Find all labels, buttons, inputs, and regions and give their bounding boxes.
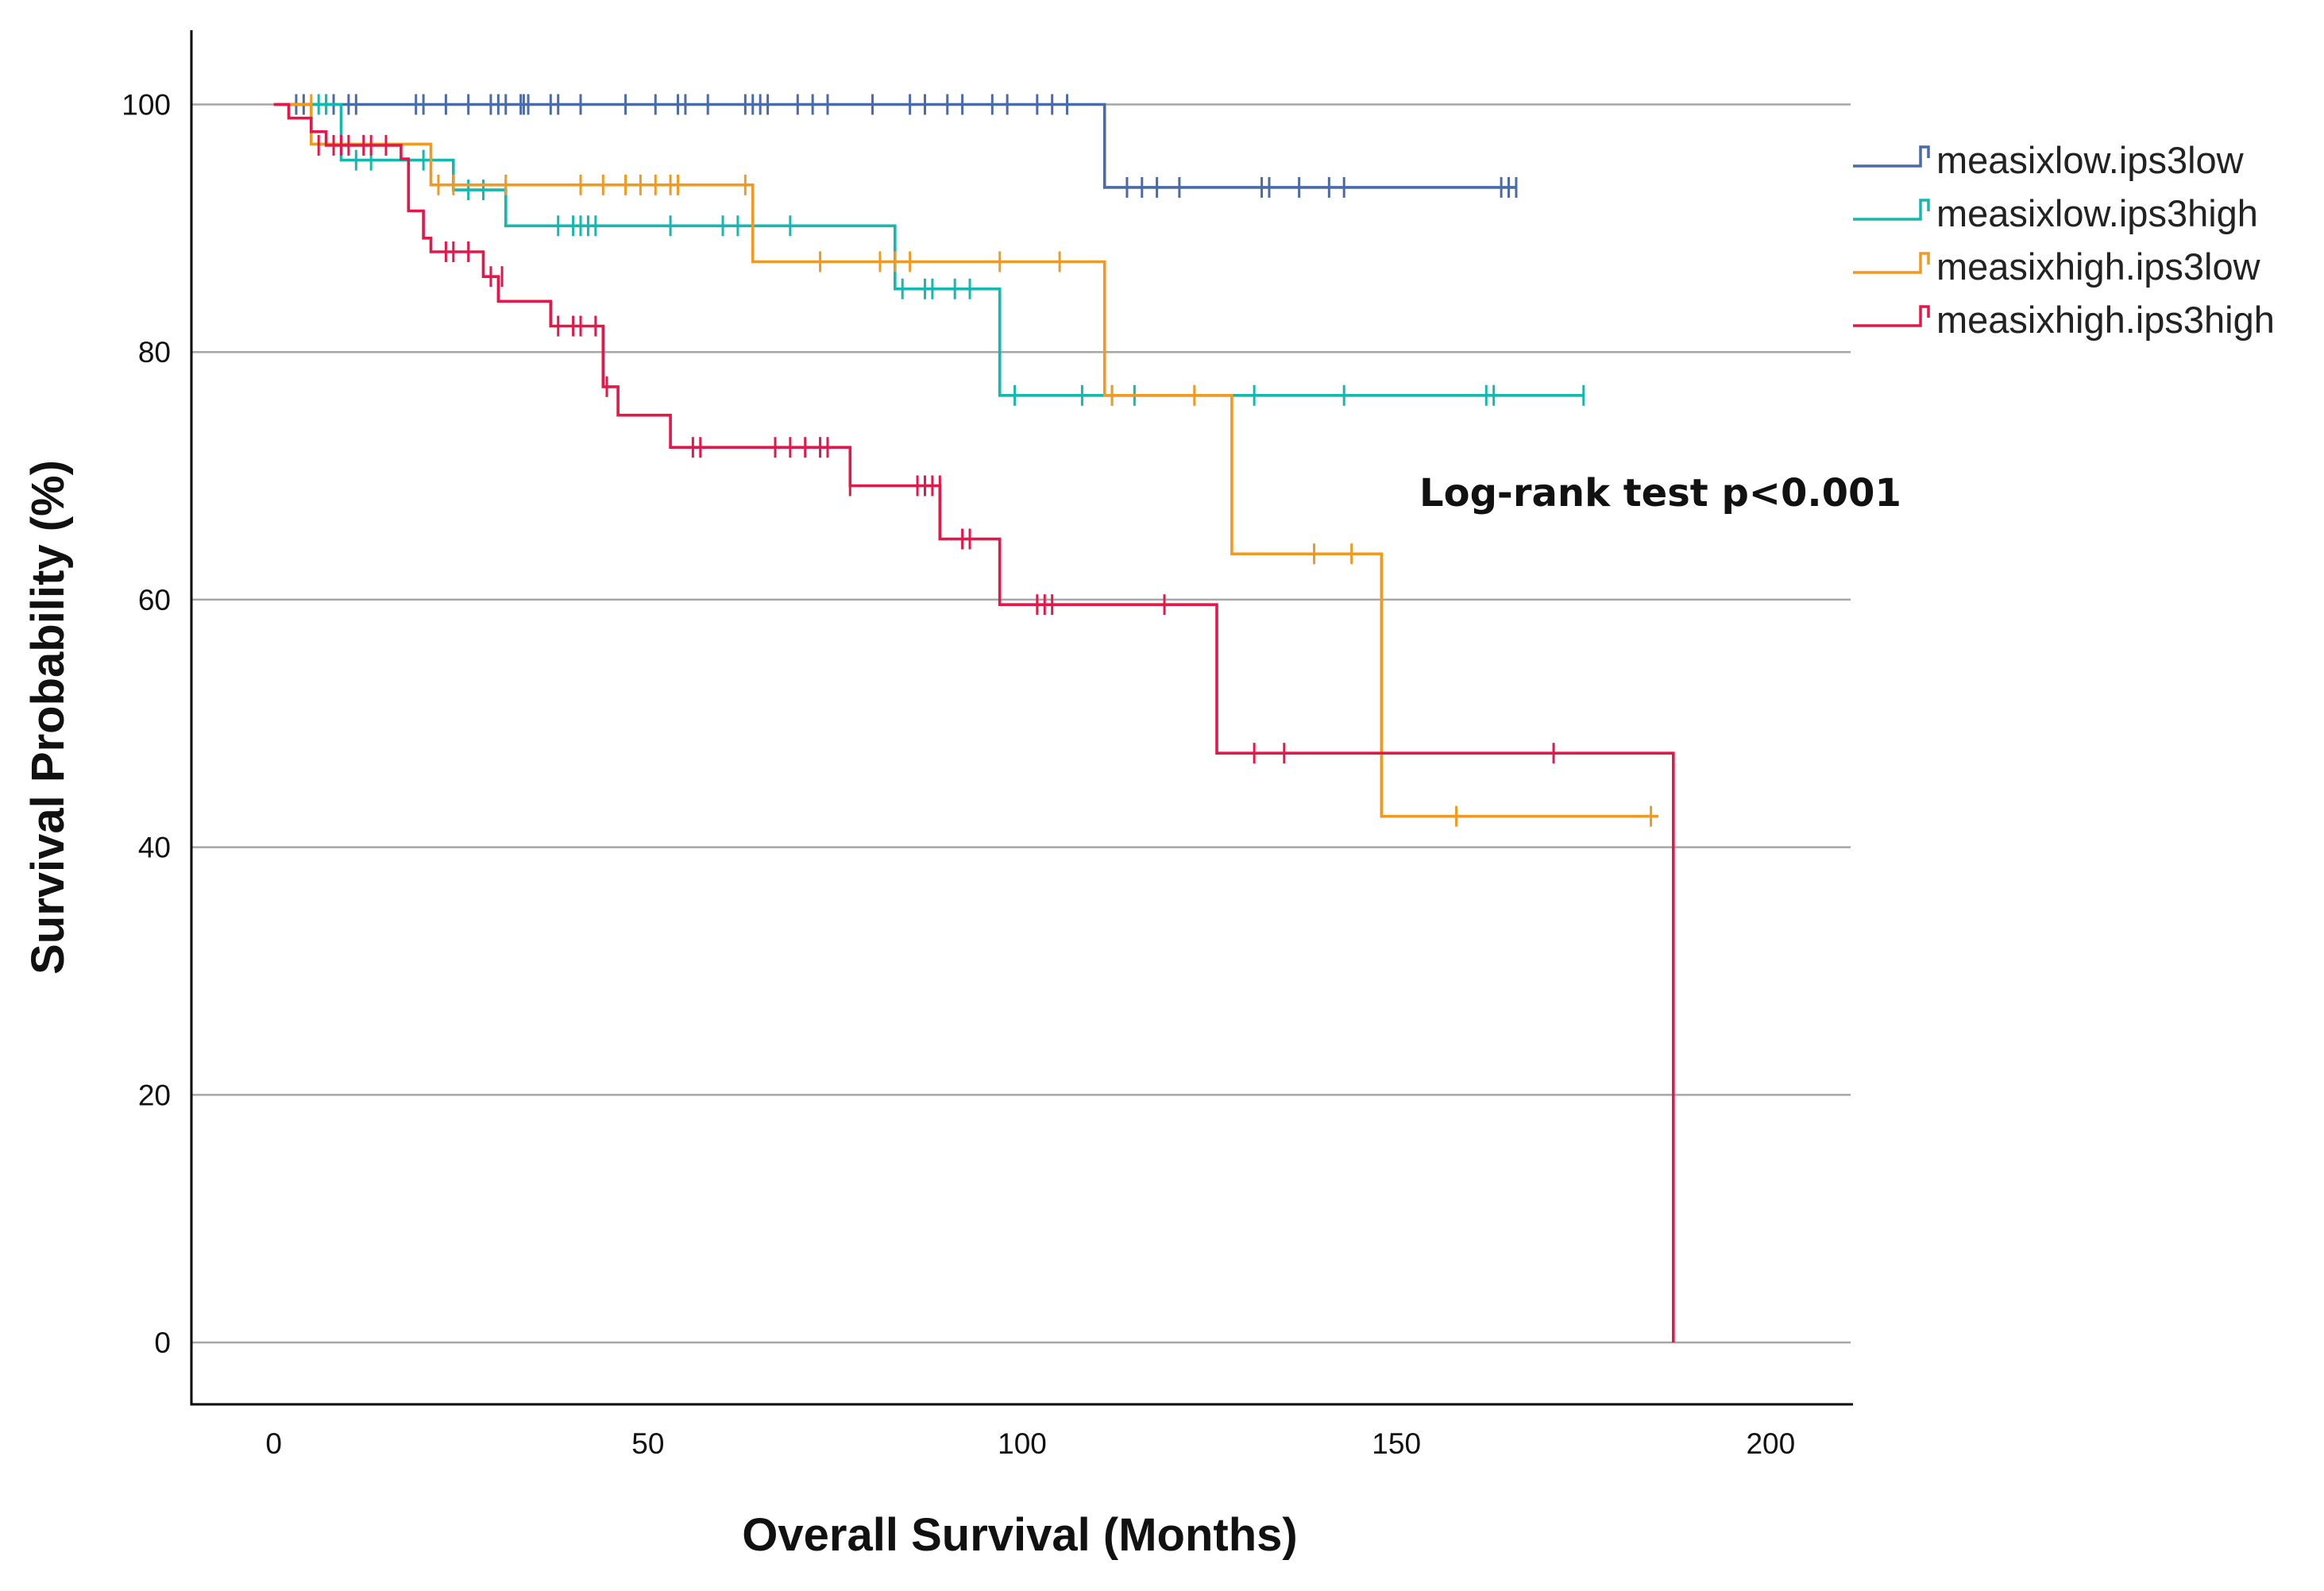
series-measixhigh.ips3high	[273, 102, 1675, 1343]
x-tick-label: 0	[265, 1427, 282, 1460]
y-tick-label: 60	[138, 584, 171, 616]
legend-label: measixhigh.ips3low	[1936, 245, 2261, 288]
x-tick-label: 100	[998, 1427, 1047, 1460]
censor-marks-measixhigh.ips3low	[310, 94, 1653, 827]
x-axis-ticks: 0 50 100 150 200	[265, 1427, 1795, 1460]
censor-marks-measixhigh.ips3high	[317, 134, 1555, 764]
axes	[190, 30, 1853, 1406]
y-tick-label: 0	[154, 1326, 171, 1359]
legend-item: measixlow.ips3low	[1853, 139, 2245, 181]
legend-swatch	[1853, 145, 1930, 168]
legend-label: measixlow.ips3low	[1936, 139, 2245, 181]
legend-swatch	[1853, 305, 1930, 327]
y-tick-label: 40	[138, 832, 171, 864]
series-layer	[273, 94, 1675, 1343]
legend-label: measixlow.ips3high	[1936, 192, 2258, 234]
x-tick-label: 200	[1746, 1427, 1795, 1460]
legend-item: measixlow.ips3high	[1853, 192, 2258, 234]
legend: measixlow.ips3low measixlow.ips3high measi…	[1853, 139, 2275, 341]
x-tick-label: 150	[1372, 1427, 1421, 1460]
y-axis-title: Survival Probability (%)	[22, 460, 74, 975]
legend-item: measixhigh.ips3low	[1853, 245, 2261, 288]
log-rank-annotation: Log-rank test p<0.001	[1419, 471, 1901, 516]
x-axis-title: Overall Survival (Months)	[742, 1509, 1297, 1561]
km-curve-measixhigh.ips3high	[273, 102, 1675, 1343]
legend-label: measixhigh.ips3high	[1936, 299, 2275, 341]
y-tick-label: 80	[138, 336, 171, 369]
y-tick-label: 100	[122, 89, 171, 122]
legend-item: measixhigh.ips3high	[1853, 299, 2275, 341]
axis-frame	[190, 30, 1853, 1406]
y-tick-label: 20	[138, 1079, 171, 1111]
x-tick-label: 50	[631, 1427, 664, 1460]
y-axis-ticks: 0 20 40 60 80 100	[122, 89, 171, 1360]
km-curve-measixlow.ips3low	[273, 102, 1516, 189]
legend-swatch	[1853, 199, 1930, 221]
legend-swatch	[1853, 252, 1930, 274]
censor-marks-measixlow.ips3high	[317, 94, 1585, 406]
